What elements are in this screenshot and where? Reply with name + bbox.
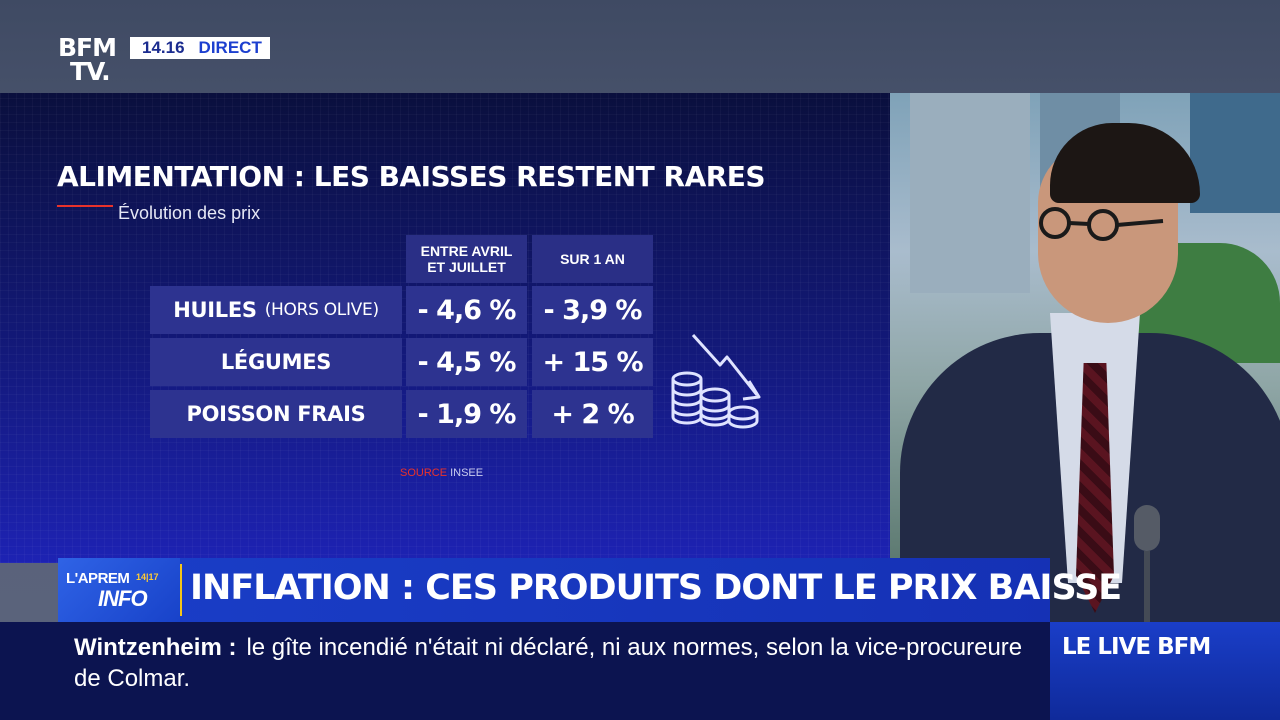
microphone-icon	[1134, 505, 1160, 623]
row-label-text: HUILES	[173, 298, 257, 322]
row-label-note: (HORS OLIVE)	[264, 300, 379, 320]
live-tag: 14.16 DIRECT	[130, 37, 270, 59]
column-header-period: ENTRE AVRIL ET JUILLET	[406, 235, 527, 283]
headline-bar: L'APREM 14|17 INFO INFLATION : CES PRODU…	[58, 558, 1122, 622]
presenter-tie	[1076, 363, 1114, 613]
show-logo: L'APREM 14|17 INFO	[58, 558, 180, 622]
live-bfm-label: LE LIVE BFM	[1062, 634, 1211, 660]
cell-poisson-period: - 1,9 %	[406, 390, 527, 438]
source-note: SOURCE INSEE	[400, 467, 483, 479]
title-accent-line	[57, 205, 113, 207]
column-header-year: SUR 1 AN	[532, 235, 653, 283]
infographic-panel: ALIMENTATION : LES BAISSES RESTENT RARES…	[0, 93, 890, 563]
infographic-subtitle: Évolution des prix	[118, 203, 261, 223]
studio-presenter-image	[890, 93, 1280, 623]
cell-poisson-year: + 2 %	[532, 390, 653, 438]
show-logo-line1: L'APREM	[66, 570, 130, 587]
cell-legumes-year: + 15 %	[532, 338, 653, 386]
logo-line2: TV.	[70, 57, 111, 86]
direct-label: DIRECT	[192, 37, 270, 59]
falling-coins-icon	[671, 333, 761, 429]
clock-time: 14.16	[130, 37, 193, 59]
bfmtv-logo: BFM TV.	[58, 33, 122, 90]
row-label-poisson: POISSON FRAIS	[150, 390, 402, 438]
row-label-huiles: HUILES (HORS OLIVE)	[150, 286, 402, 334]
cell-huiles-period: - 4,6 %	[406, 286, 527, 334]
background-building	[910, 93, 1030, 293]
cell-huiles-year: - 3,9 %	[532, 286, 653, 334]
headline-separator	[180, 564, 182, 616]
live-bfm-box: LE LIVE BFM	[1050, 622, 1280, 720]
source-label: SOURCE	[400, 467, 448, 479]
glasses-icon	[1039, 207, 1164, 241]
ticker-place: Wintzenheim :	[74, 634, 237, 661]
row-label-legumes: LÉGUMES	[150, 338, 402, 386]
infographic-title: ALIMENTATION : LES BAISSES RESTENT RARES	[57, 160, 766, 193]
column-header-period-text: ENTRE AVRIL ET JUILLET	[420, 243, 513, 275]
show-logo-line2: INFO	[98, 586, 148, 611]
column-header-year-text: SUR 1 AN	[560, 251, 625, 267]
ticker-text-block: Wintzenheim : le gîte incendié n'était ni…	[74, 632, 1034, 694]
background-building	[1190, 93, 1280, 213]
cell-legumes-period: - 4,5 %	[406, 338, 527, 386]
news-ticker: Wintzenheim : le gîte incendié n'était ni…	[0, 622, 1050, 720]
ticker-text: le gîte incendié n'était ni déclaré, ni …	[74, 634, 1023, 692]
show-logo-time: 14|17	[136, 572, 159, 582]
source-value: INSEE	[450, 467, 484, 479]
logo-line1: BFM	[58, 33, 117, 62]
headline-text: INFLATION : CES PRODUITS DONT LE PRIX BA…	[190, 568, 1122, 608]
